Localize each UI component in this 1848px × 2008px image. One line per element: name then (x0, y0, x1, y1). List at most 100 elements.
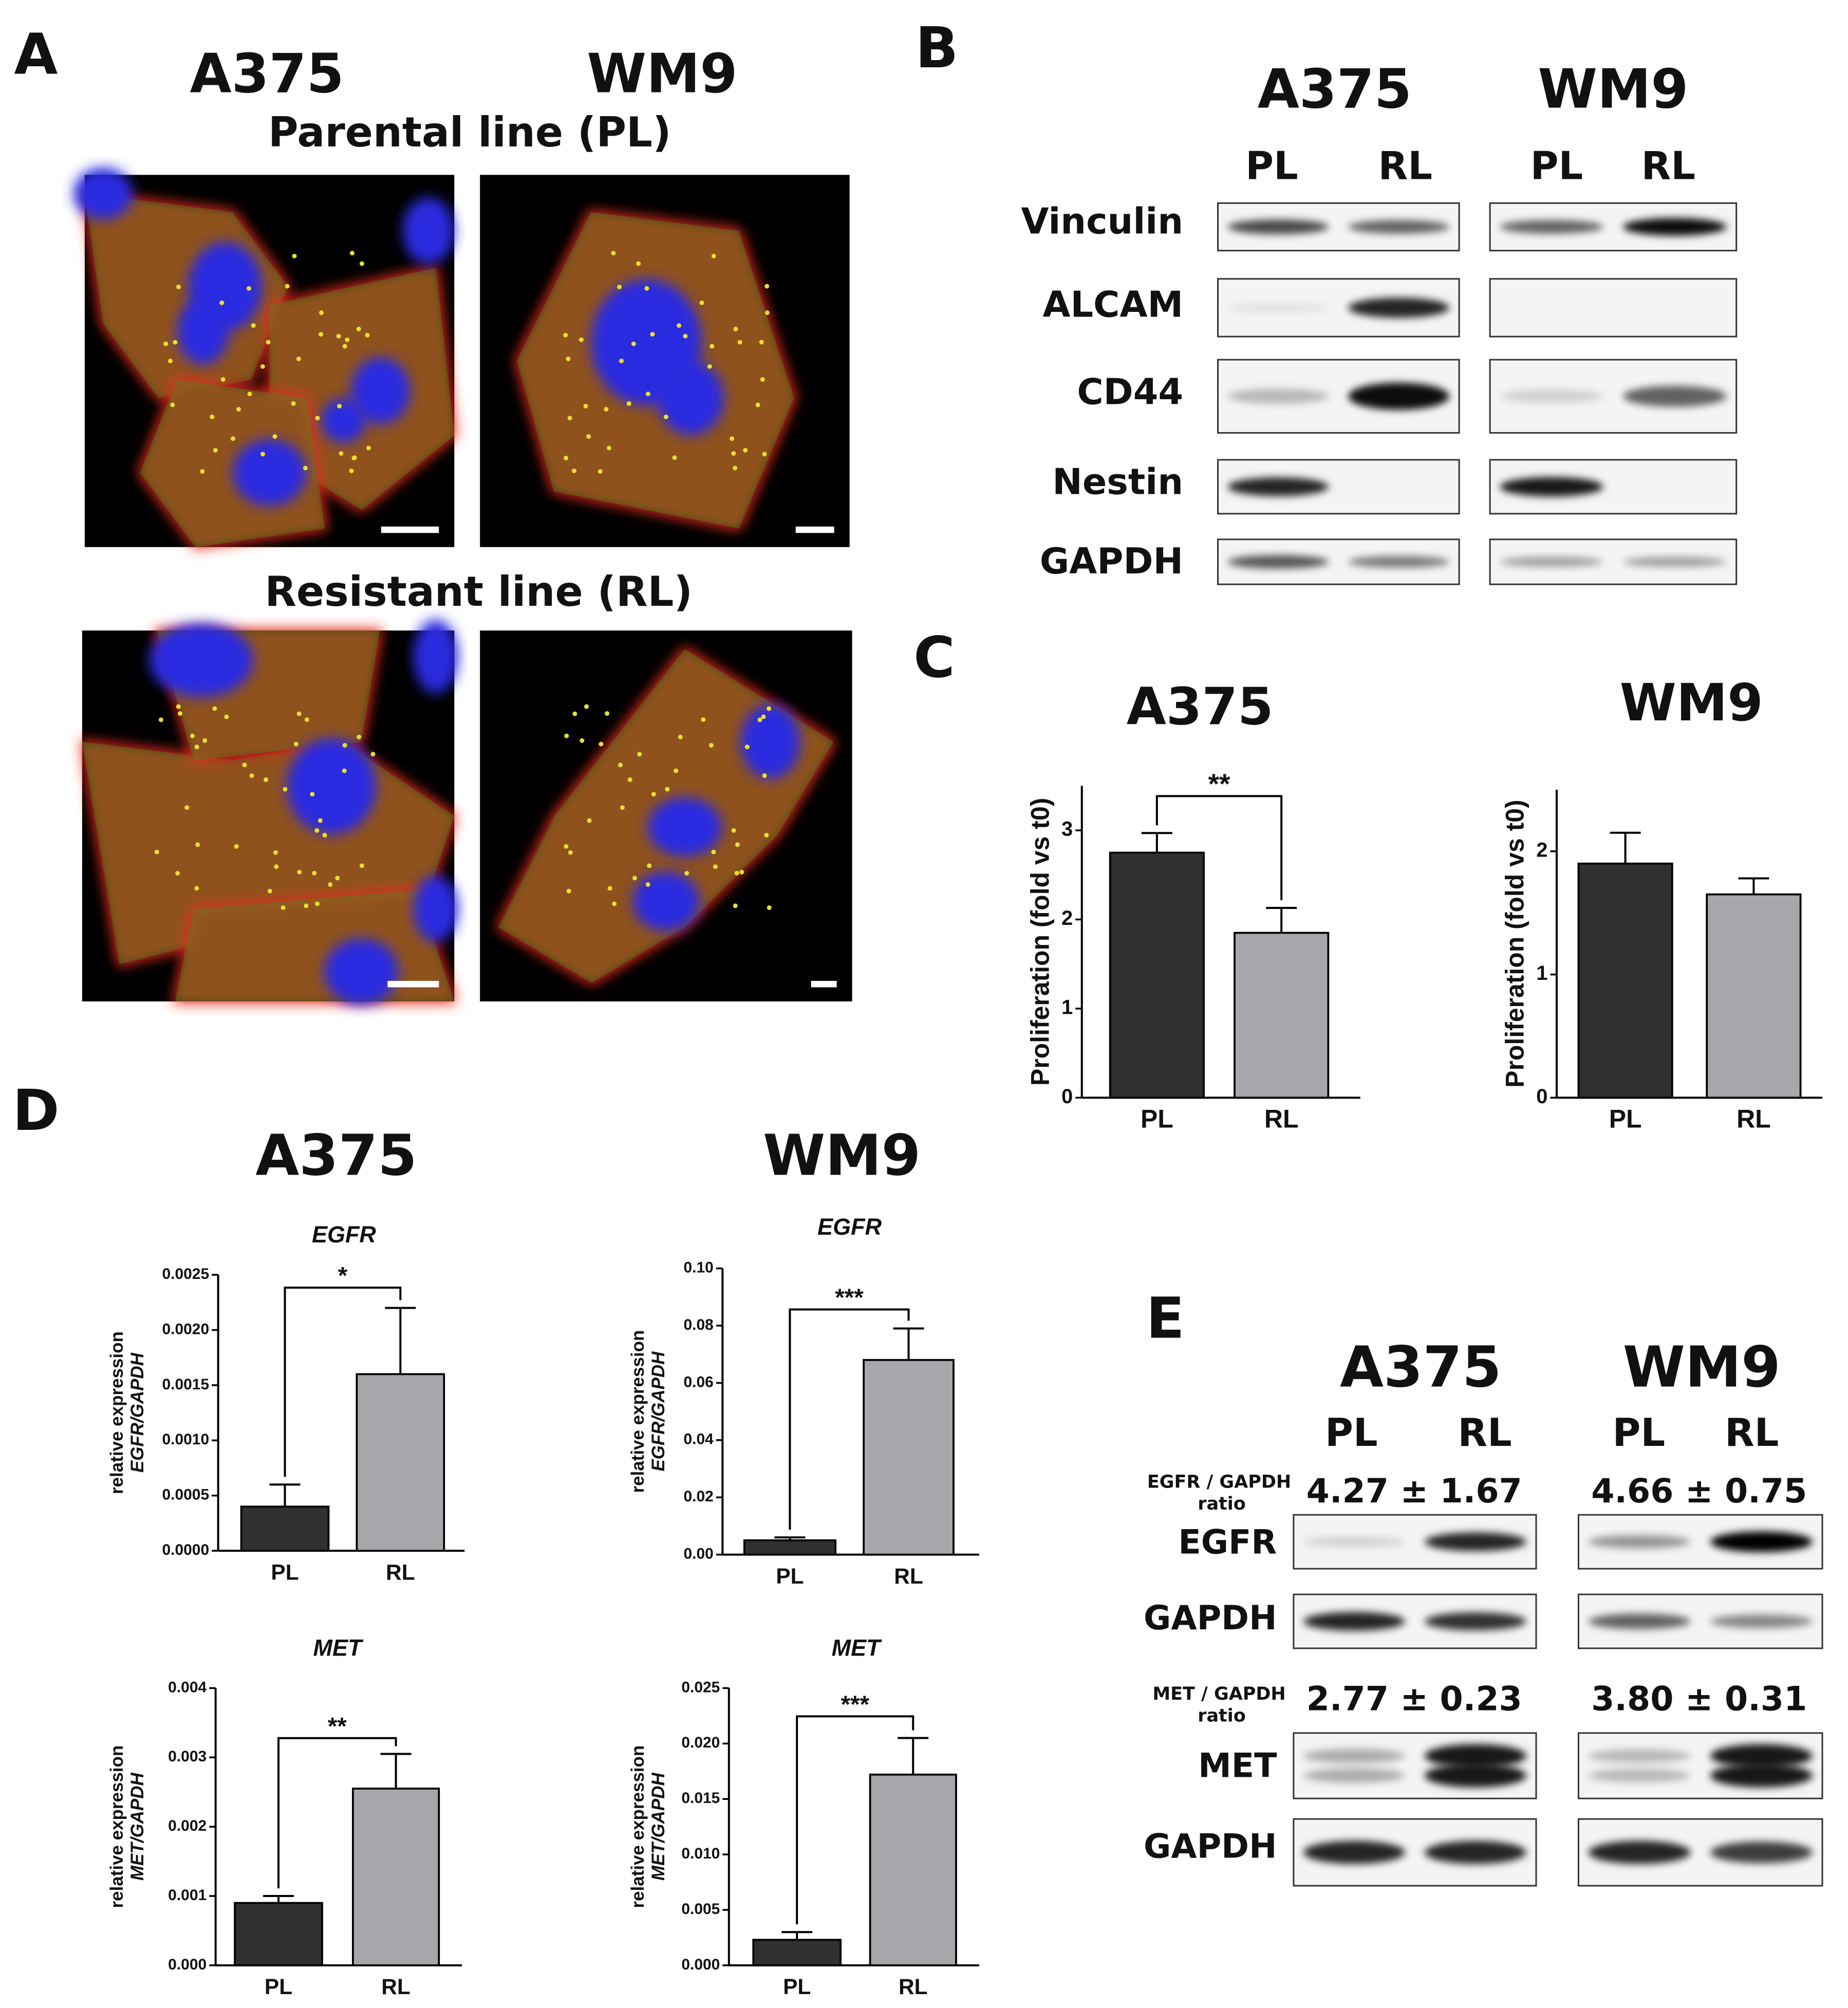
vesicle (564, 455, 569, 460)
vesicle (283, 787, 288, 792)
blot (1293, 1732, 1537, 1799)
vesicle (563, 332, 568, 338)
vesicle (345, 337, 350, 342)
blot-band (1424, 1532, 1527, 1551)
y-tick-label: 0.025 (681, 1679, 720, 1696)
vesicle (285, 284, 290, 289)
vesicle (335, 876, 340, 881)
bar (240, 1505, 330, 1552)
ratio-value: 4.66 ± 0.75 (1591, 1472, 1807, 1511)
y-tick-label: 0.0020 (162, 1321, 209, 1337)
blot-frame (1489, 278, 1738, 338)
vesicle (710, 344, 715, 349)
cell-line-header: A375 (1258, 58, 1412, 120)
panel-letter: E (1146, 1286, 1185, 1351)
vesicle (312, 870, 317, 876)
vesicle (733, 466, 738, 471)
vesicle (677, 323, 682, 328)
x-tick-label: RL (1737, 1104, 1771, 1133)
significance-bracket (284, 1287, 402, 1477)
vesicle (356, 326, 361, 331)
protein-label: GAPDH (1040, 541, 1183, 582)
scale-bar (811, 981, 837, 988)
cell-line-header: WM9 (763, 1123, 921, 1188)
cell-line-header: WM9 (1538, 58, 1688, 120)
significance-label: ** (328, 1713, 347, 1740)
blot-band (1348, 555, 1450, 568)
y-tick-label: 1 (1536, 962, 1547, 984)
protein-label: Nestin (1052, 461, 1183, 503)
vesicle (370, 752, 376, 757)
vesicle (175, 871, 180, 876)
x-tick-label: PL (1141, 1104, 1173, 1133)
vesicle (359, 261, 364, 266)
blot (1577, 1818, 1823, 1887)
ratio-label: ratio (1198, 1705, 1246, 1726)
vesicle (651, 792, 656, 797)
blot-band (1710, 1614, 1813, 1628)
vesicle (767, 905, 772, 910)
vesicle (711, 253, 716, 258)
nucleus (647, 797, 722, 857)
vesicle (672, 455, 677, 460)
vesicle (249, 773, 254, 778)
y-tick-label: 0.0015 (162, 1376, 209, 1393)
vesicle (678, 734, 683, 739)
vesicle (342, 768, 347, 773)
bar (869, 1773, 957, 1966)
cell-actin (138, 377, 327, 549)
vesicle (224, 714, 229, 719)
blot-band (1348, 298, 1450, 318)
vesicle (234, 844, 239, 849)
ratio-value: 4.27 ± 1.67 (1306, 1472, 1522, 1511)
vesicle (303, 466, 308, 471)
error-bar (774, 1536, 806, 1540)
vesicle (578, 337, 584, 342)
blot-band (1710, 1744, 1813, 1768)
y-axis-label: relative expression (107, 1745, 127, 1908)
blot (1489, 459, 1738, 515)
vesicle (744, 745, 750, 750)
chart-title: WM9 (1620, 673, 1763, 733)
bar (356, 1373, 445, 1552)
error-bar (1141, 832, 1172, 853)
vesicle (352, 455, 357, 460)
vesicle (587, 818, 592, 823)
blot-band (1303, 1840, 1406, 1864)
y-tick-label: 0 (1061, 1085, 1073, 1108)
vesicle (586, 434, 591, 439)
scale-bar (381, 526, 439, 533)
vesicle (319, 310, 324, 315)
blot-band (1303, 1612, 1406, 1631)
cell-line-header: A375 (255, 1123, 417, 1188)
y-tick-label: 0.06 (684, 1373, 714, 1390)
y-axis-label: MET/GAPDH (648, 1773, 668, 1881)
nucleus (232, 439, 307, 507)
vesicle (731, 828, 736, 833)
ratio-label: MET / GAPDH (1152, 1684, 1285, 1704)
lane-label: PL (1613, 1410, 1666, 1455)
blot (1217, 278, 1460, 338)
vesicle (293, 741, 298, 747)
vesicle (762, 452, 767, 457)
vesicle (761, 714, 766, 719)
error-bar (385, 1307, 416, 1374)
vesicle (611, 251, 616, 256)
micrograph (480, 175, 850, 547)
vesicle (349, 468, 354, 473)
vesicle (684, 871, 689, 876)
chart-title: EGFR (817, 1214, 882, 1240)
vesicle (743, 448, 748, 453)
cell-line-header: A375 (190, 42, 344, 105)
micrograph (73, 167, 457, 549)
vesicle (767, 706, 772, 711)
vesicle (360, 863, 364, 868)
significance-label: * (338, 1262, 348, 1290)
y-tick-label: 0.08 (684, 1316, 714, 1333)
vesicle (264, 777, 269, 782)
vesicle (735, 842, 740, 847)
vesicle (210, 414, 215, 419)
vesicle (154, 849, 159, 854)
vesicle (296, 356, 301, 361)
lane-label: PL (1245, 143, 1298, 188)
